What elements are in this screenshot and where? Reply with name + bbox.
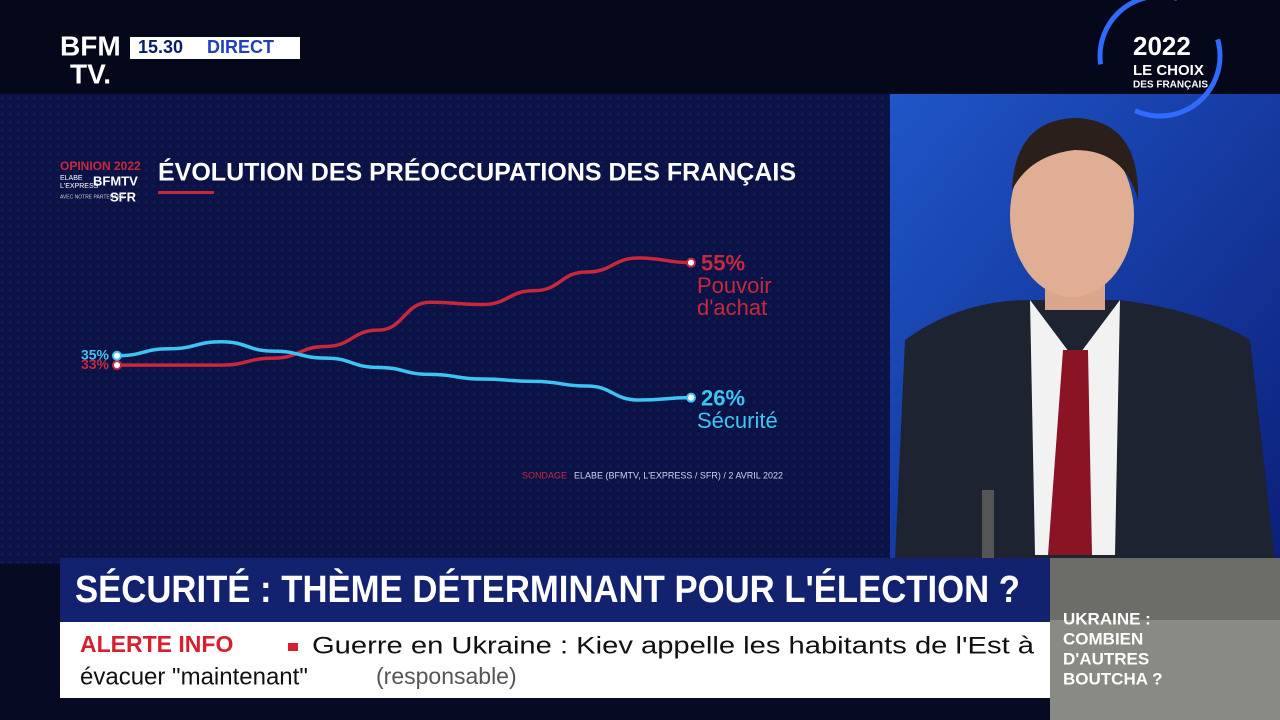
value-label: 35% — [81, 346, 110, 362]
poll-badge: BFMTV — [93, 173, 138, 188]
inset-text: UKRAINE : — [1063, 609, 1151, 628]
series-label: Sécurité — [697, 409, 778, 433]
series-name: Pouvoir d'achat — [697, 274, 772, 320]
election-year: 2022 — [1133, 31, 1191, 61]
value-label: 26% — [701, 385, 745, 410]
poll-badge: L'EXPRESS — [60, 183, 99, 190]
series-name: Sécurité — [697, 409, 778, 433]
point — [686, 257, 696, 268]
plot: 33% 55%Pouvoir d'achat 35% 26%Sécurité — [81, 250, 778, 433]
alert-dot — [288, 643, 298, 651]
point — [112, 350, 122, 361]
channel-logo: BFM — [60, 30, 121, 61]
ticker-text: évacuer "maintenant" — [80, 663, 308, 690]
line — [116, 340, 692, 402]
value-label: 55% — [701, 250, 745, 275]
source: ELABE (BFMTV, L'EXPRESS / SFR) / 2 AVRIL… — [574, 470, 783, 480]
poll-badge: SFR — [110, 189, 137, 204]
source-prefix: SONDAGE — [522, 470, 567, 480]
line — [116, 256, 692, 367]
ticker-bar — [60, 622, 1050, 698]
point — [686, 392, 696, 403]
ticker-source: (responsable) — [376, 663, 517, 689]
live-badge — [130, 37, 300, 59]
series-label: Pouvoir d'achat — [697, 274, 772, 320]
alert-tag: ALERTE INFO — [80, 631, 233, 657]
election-ring — [1097, 0, 1223, 119]
poll-badge: OPINION 2022 — [60, 159, 141, 173]
inset-text: BOUTCHA ? — [1063, 669, 1162, 688]
title-underline — [158, 191, 214, 194]
live-label: DIRECT — [207, 37, 274, 57]
election-text: DES FRANÇAIS — [1133, 80, 1208, 91]
poll-badge: ELABE — [60, 175, 83, 182]
point — [112, 360, 122, 371]
headline: SÉCURITÉ : THÈME DÉTERMINANT POUR L'ÉLEC… — [75, 567, 1020, 611]
election-text: LE CHOIX — [1133, 62, 1204, 79]
channel-logo: TV. — [70, 58, 111, 89]
time: 15.30 — [138, 37, 183, 57]
inset-road — [1050, 620, 1280, 720]
value-label: 33% — [81, 356, 110, 372]
chart-title: ÉVOLUTION DES PRÉOCCUPATIONS DES FRANÇAI… — [158, 158, 796, 187]
chart-texture — [0, 94, 890, 564]
presenter — [895, 118, 1275, 560]
inset-text: D'AUTRES — [1063, 649, 1149, 668]
poll-badge: AVEC NOTRE PARTENAIRE — [60, 194, 126, 200]
headline-bar — [60, 558, 1050, 622]
inset-text: COMBIEN — [1063, 629, 1143, 648]
ticker-text: Guerre en Ukraine : Kiev appelle les hab… — [312, 632, 1035, 659]
